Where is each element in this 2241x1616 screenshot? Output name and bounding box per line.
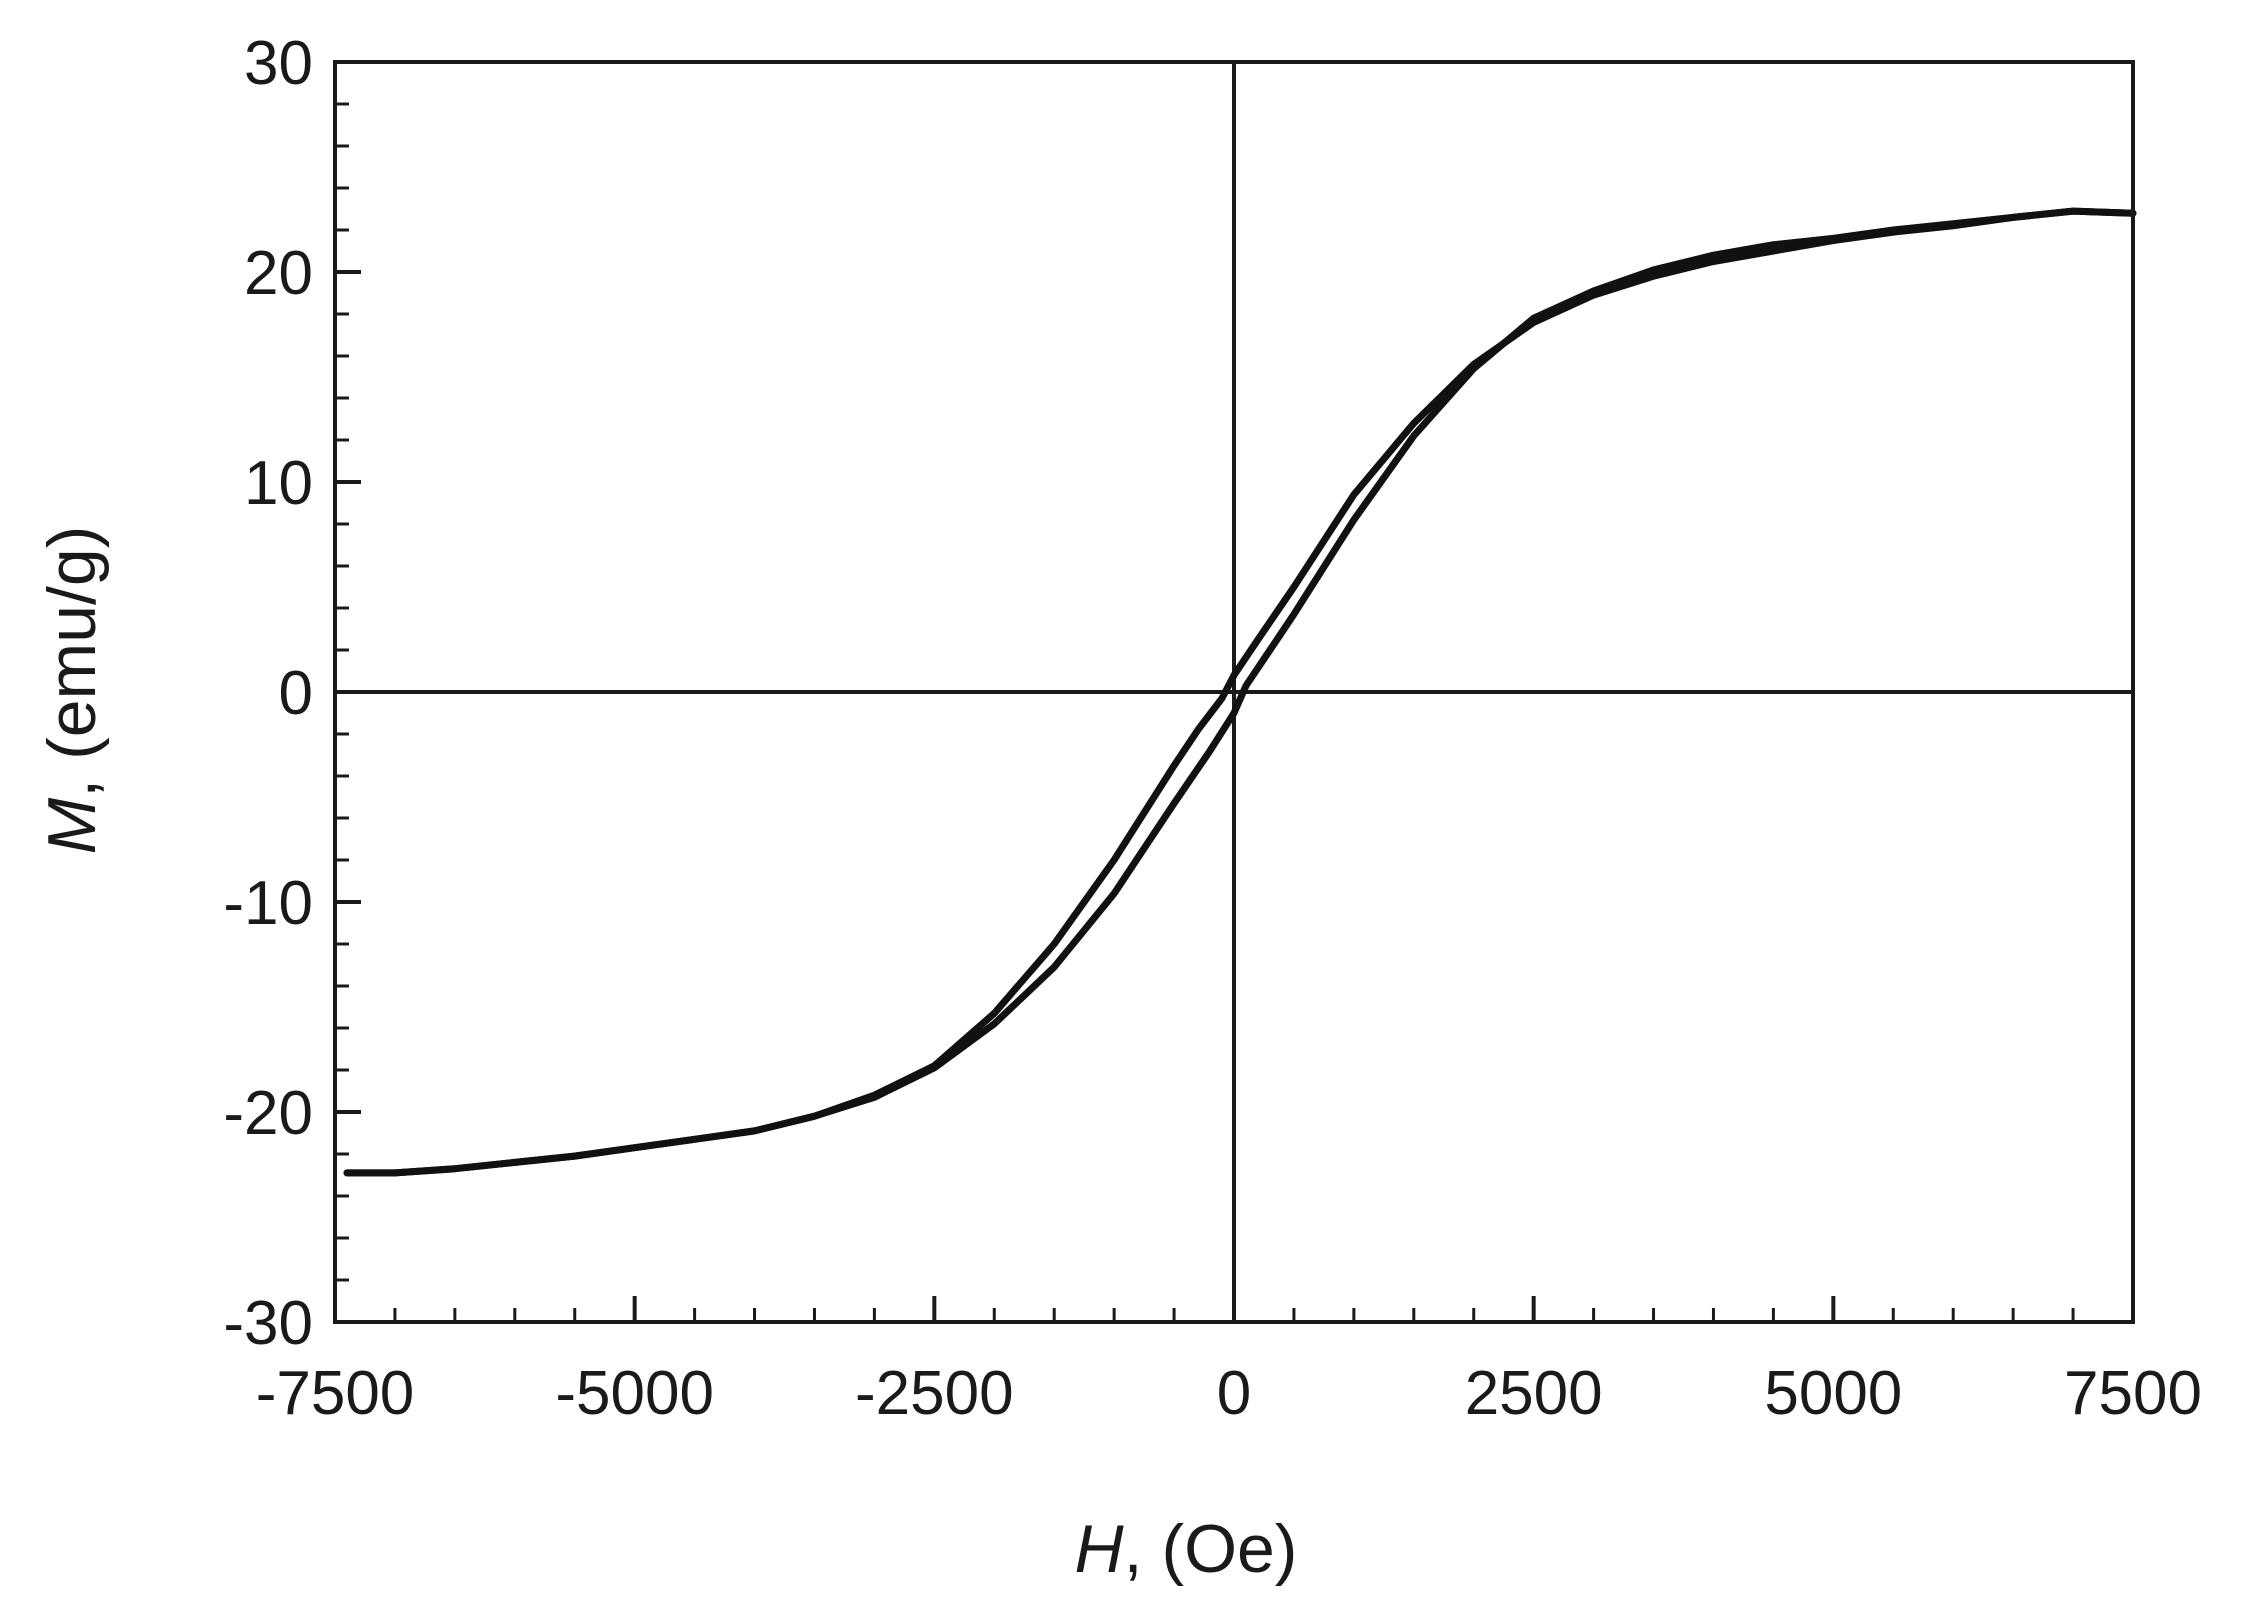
y-axis-symbol: M [34,797,110,854]
zero-lines [335,62,2133,1322]
x-axis-title: H, (Oe) [1075,1511,1298,1587]
x-axis-unit: , (Oe) [1124,1511,1298,1587]
x-tick-label: 5000 [1764,1359,1902,1428]
x-tick-labels: -7500 -5000 -2500 0 2500 5000 7500 [256,1359,2202,1428]
y-tick-labels: -30 -20 -10 0 10 20 30 [223,29,313,1358]
y-tick-label: 10 [244,449,313,518]
minor-ticks [335,102,2075,1322]
y-tick-label: -20 [223,1079,313,1148]
x-tick-label: 7500 [2064,1359,2202,1428]
x-tick-label: 0 [1217,1359,1251,1428]
series-group [343,207,2137,1177]
y-tick-label: -30 [223,1289,313,1358]
x-tick-label: -7500 [256,1359,415,1428]
x-tick-label: 2500 [1465,1359,1603,1428]
plot-frame [333,60,2135,1324]
y-tick-label: 30 [244,29,313,98]
x-tick-label: -2500 [855,1359,1014,1428]
y-tick-label: -10 [223,869,313,938]
y-tick-label: 20 [244,239,313,308]
x-tick-label: -5000 [555,1359,714,1428]
y-axis-unit: , (emu/g) [34,526,110,798]
y-tick-label: 0 [279,659,313,728]
x-axis-symbol: H [1075,1511,1125,1587]
series-line-ascending [343,207,2137,1177]
y-axis-title: M, (emu/g) [34,526,110,855]
